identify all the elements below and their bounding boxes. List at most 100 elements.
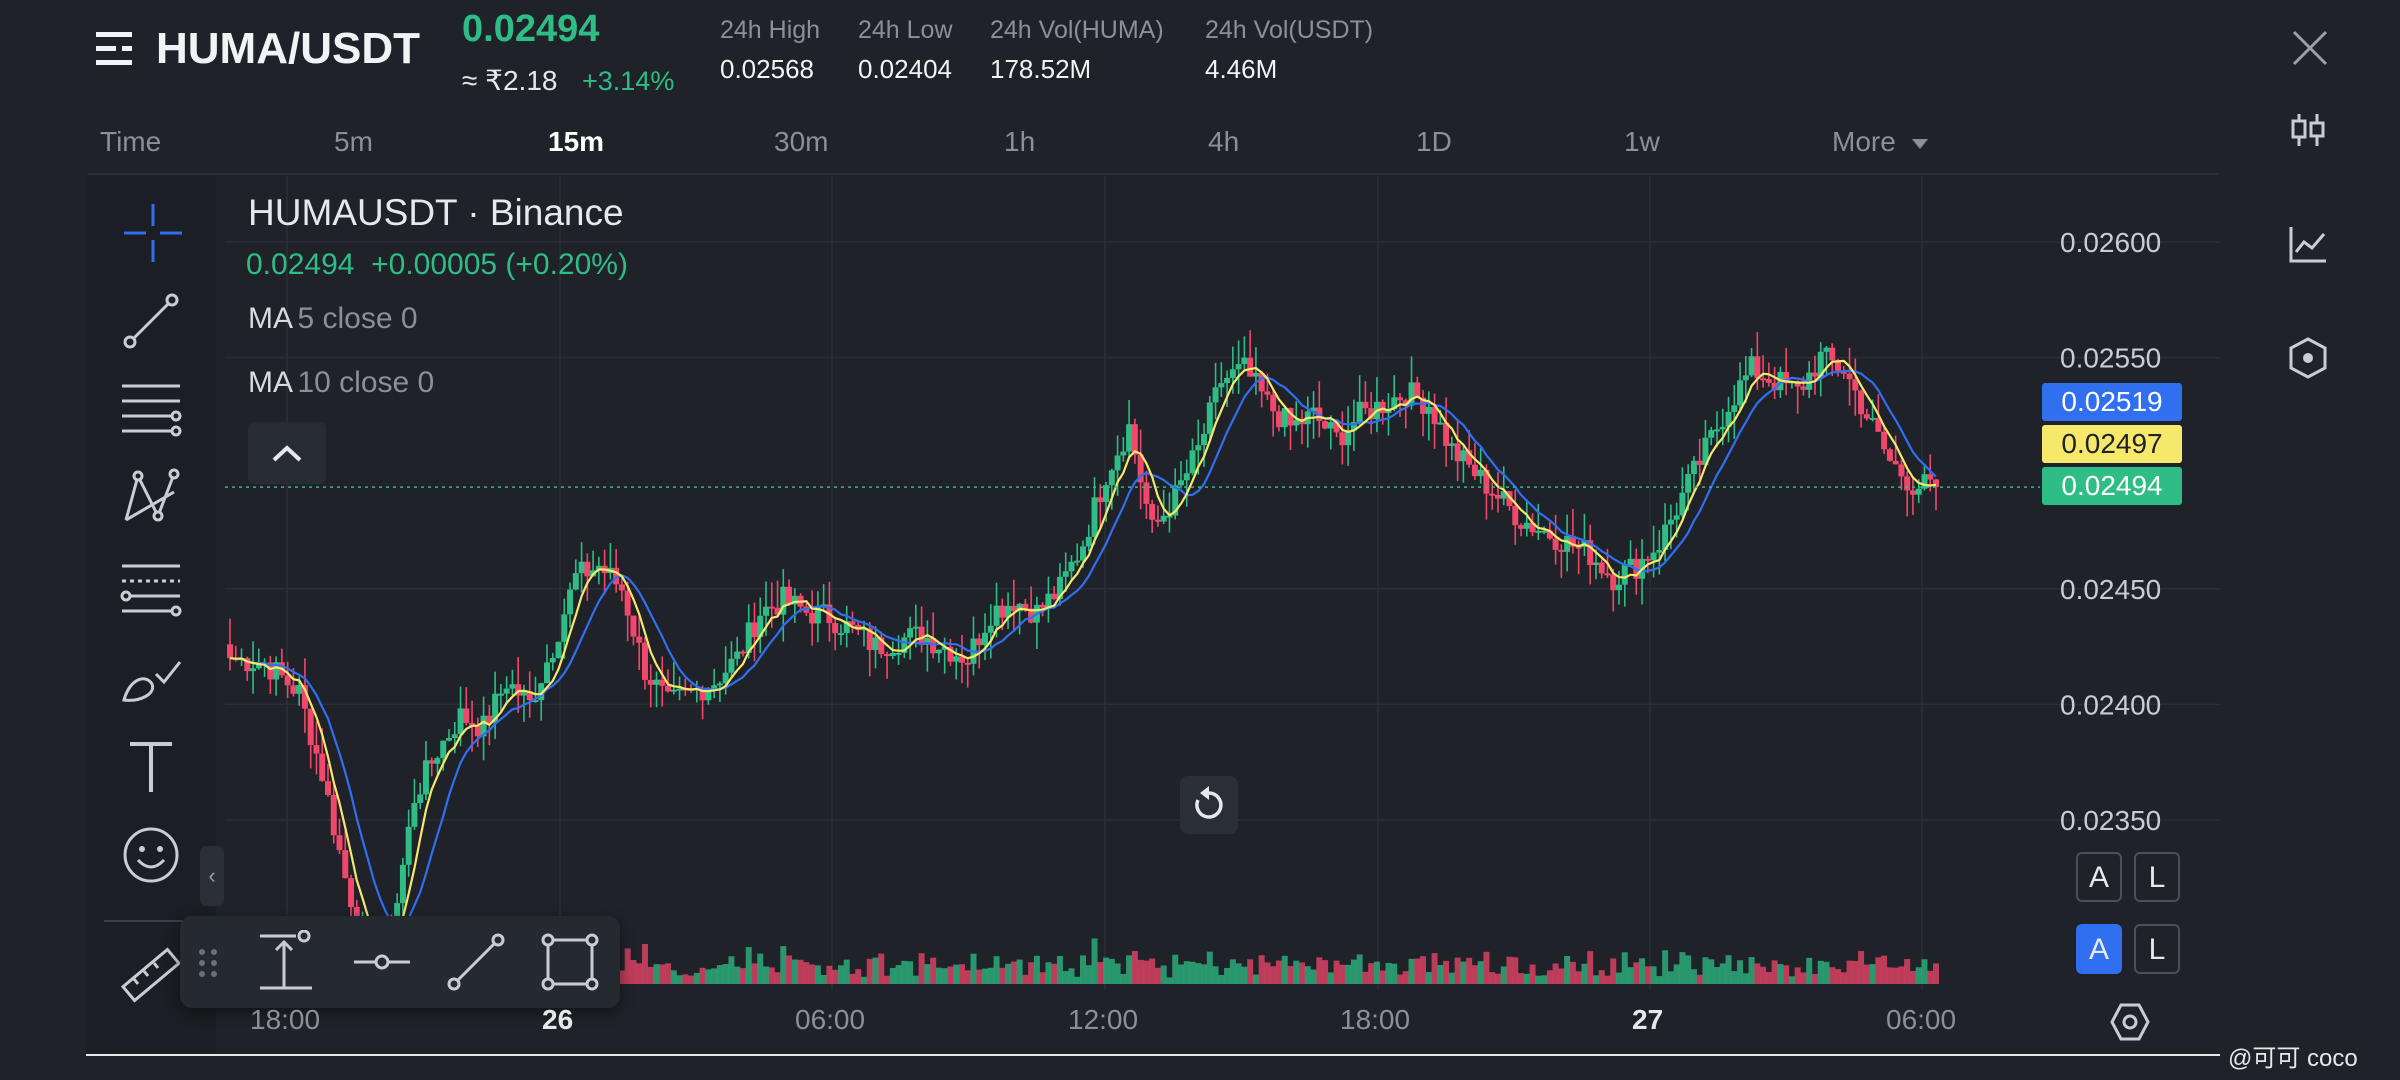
fib-icon[interactable]: [116, 554, 186, 624]
candle-body: [526, 691, 533, 701]
candle-body: [428, 760, 435, 764]
volume-bar: [1028, 962, 1035, 984]
candle-body: [301, 685, 308, 709]
legend-ma5[interactable]: MA 5 close 0: [248, 302, 418, 336]
candle-body: [1437, 422, 1444, 425]
collapse-toolbar-button[interactable]: ‹: [200, 846, 224, 906]
candle-body: [307, 708, 314, 746]
volume-bar: [964, 970, 971, 984]
candle-body: [636, 636, 643, 643]
volume-bar: [1633, 962, 1640, 984]
candle-body: [665, 685, 672, 692]
volume-bar: [774, 972, 781, 984]
crosshair-icon[interactable]: [118, 198, 188, 268]
tab-1d[interactable]: 1D: [1416, 126, 1452, 157]
candle-body: [1224, 377, 1231, 384]
candle-body: [1771, 382, 1778, 391]
volume-bar: [1569, 961, 1576, 984]
price-range-icon[interactable]: [254, 930, 318, 994]
candle-body: [930, 638, 937, 654]
candle-body: [273, 662, 280, 680]
candle-body: [1448, 443, 1455, 446]
candle-body: [1610, 574, 1617, 591]
tab-4h[interactable]: 4h: [1208, 126, 1240, 157]
volume-bar: [688, 975, 695, 984]
volume-bar: [970, 953, 977, 984]
volume-bar: [1350, 959, 1357, 984]
candle-body: [1258, 372, 1265, 392]
pair-title[interactable]: HUMA/USDT: [156, 24, 420, 73]
tab-30m[interactable]: 30m: [774, 126, 829, 157]
candle-body: [1915, 488, 1922, 495]
candle-body: [451, 734, 458, 739]
tab-5m[interactable]: 5m: [334, 126, 373, 157]
horizontal-ray-icon[interactable]: [350, 930, 414, 994]
brush-icon[interactable]: [116, 644, 186, 714]
volume-bar: [1010, 961, 1017, 984]
candle-body: [670, 689, 677, 692]
candle-body: [964, 662, 971, 665]
candle-body: [705, 689, 712, 701]
volume-bar: [618, 970, 625, 984]
line-chart-icon[interactable]: [2286, 222, 2330, 266]
menu-icon[interactable]: [94, 28, 136, 70]
volume-bar: [1154, 967, 1161, 984]
volume-bar: [1477, 961, 1484, 984]
drag-handle-icon[interactable]: [196, 946, 220, 980]
volume-bar: [1275, 960, 1282, 984]
candle-body: [1391, 397, 1398, 410]
log-scale-button[interactable]: L: [2134, 852, 2180, 902]
line-segment-icon[interactable]: [444, 930, 508, 994]
candle-body: [1350, 422, 1357, 431]
tab-time[interactable]: Time: [100, 126, 162, 157]
reset-chart-button[interactable]: [1180, 776, 1238, 834]
pattern-icon[interactable]: [116, 462, 186, 532]
tab-1h[interactable]: 1h: [1004, 126, 1036, 157]
ruler-icon[interactable]: [116, 940, 186, 1010]
candle-body: [1621, 565, 1628, 585]
trend-line-icon[interactable]: [116, 286, 186, 356]
settings-icon[interactable]: [2108, 1000, 2152, 1044]
volume-log-scale-button[interactable]: L: [2134, 924, 2180, 974]
volume-bar: [1713, 967, 1720, 984]
volume-bar: [1339, 964, 1346, 984]
auto-scale-button[interactable]: A: [2076, 852, 2122, 902]
volume-bar: [1466, 957, 1473, 984]
candle-body: [1483, 469, 1490, 494]
legend-ma10[interactable]: MA 10 close 0: [248, 366, 434, 400]
candle-body: [578, 561, 585, 574]
volume-bar: [1396, 974, 1403, 984]
volume-bar: [1068, 968, 1075, 984]
volume-bar: [1247, 959, 1254, 984]
emoji-icon[interactable]: [116, 820, 186, 890]
candle-body: [1045, 593, 1052, 608]
candle-body: [1322, 421, 1329, 429]
legend-collapse-button[interactable]: [248, 422, 326, 484]
volume-bar: [1708, 959, 1715, 984]
volume-bar: [803, 962, 810, 984]
close-icon[interactable]: [2290, 28, 2330, 68]
candlestick-icon[interactable]: [2286, 108, 2330, 152]
volume-bar: [976, 969, 983, 984]
volume-bar: [1667, 971, 1674, 984]
tab-15m[interactable]: 15m: [548, 126, 605, 157]
tab-1w[interactable]: 1w: [1624, 126, 1660, 157]
candle-body: [1852, 379, 1859, 391]
candle-body: [901, 637, 908, 653]
volume-bar: [653, 964, 660, 984]
volume-bar: [1022, 974, 1029, 984]
ma5-line: [229, 359, 1937, 948]
candle-body: [1719, 426, 1726, 430]
candle-body: [446, 738, 453, 741]
volume-auto-scale-button[interactable]: A: [2076, 924, 2122, 974]
candle-body: [1569, 535, 1576, 547]
horizontal-lines-icon[interactable]: [116, 374, 186, 444]
volume-bar: [763, 966, 770, 984]
volume-bar: [814, 965, 821, 984]
rectangle-icon[interactable]: [538, 930, 602, 994]
indicator-icon[interactable]: [2286, 336, 2330, 380]
tab-more[interactable]: More: [1832, 126, 1928, 158]
candle-body: [549, 657, 556, 663]
text-icon[interactable]: [116, 732, 186, 802]
candle-body: [1685, 474, 1692, 493]
